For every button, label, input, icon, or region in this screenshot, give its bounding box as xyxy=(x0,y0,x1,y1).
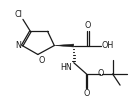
Text: Cl: Cl xyxy=(14,10,22,19)
Polygon shape xyxy=(54,44,74,47)
Text: N: N xyxy=(15,41,21,50)
Text: OH: OH xyxy=(101,41,114,50)
Text: O: O xyxy=(97,69,103,78)
Text: O: O xyxy=(39,56,45,65)
Text: O: O xyxy=(83,89,90,98)
Text: O: O xyxy=(85,21,91,30)
Text: HN: HN xyxy=(60,63,72,73)
